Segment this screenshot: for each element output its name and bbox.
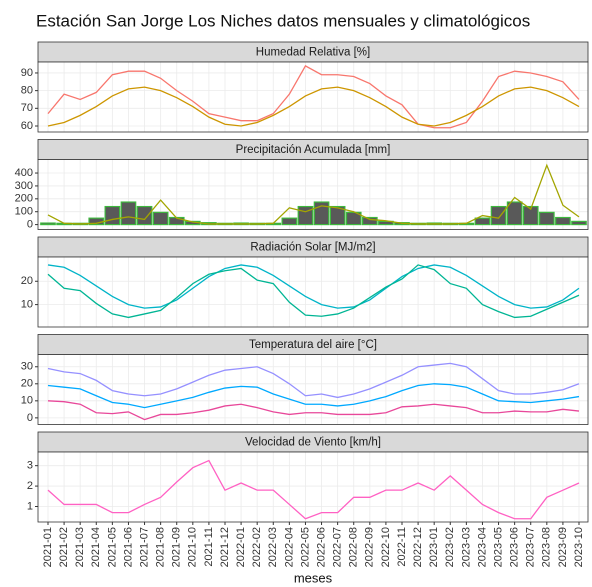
x-tick-label: 2023-01	[428, 527, 440, 567]
panel-border	[37, 159, 589, 230]
bar	[329, 205, 346, 226]
x-tick-label: 2021-08	[155, 527, 167, 567]
x-axis-title: meses	[294, 570, 333, 585]
bar	[120, 201, 137, 226]
panel-border	[37, 451, 589, 523]
y-tick-label: 20	[21, 378, 33, 390]
y-tick-label: 60	[21, 120, 33, 132]
y-tick-label: 3	[27, 460, 33, 472]
x-tick-label: 2023-07	[525, 527, 537, 567]
bar	[136, 205, 153, 226]
x-tick-label: 2022-12	[412, 527, 424, 567]
x-tick-label: 2022-05	[299, 527, 311, 567]
facet-title: Temperatura del aire [°C]	[249, 339, 377, 351]
line	[47, 383, 580, 409]
x-tick-label: 2023-09	[557, 527, 569, 567]
x-tick-label: 2023-04	[476, 527, 488, 567]
y-tick-label: 0	[27, 412, 33, 424]
x-tick-label: 2021-07	[138, 527, 150, 567]
plot-area	[47, 264, 580, 319]
x-tick-label: 2023-08	[541, 527, 553, 567]
y-tick-label: 10	[21, 299, 33, 311]
y-tick-label: 30	[21, 361, 33, 373]
x-tick-label: 2022-10	[380, 527, 392, 567]
line	[47, 400, 580, 421]
bar	[555, 216, 571, 226]
chart-title: Estación San Jorge Los Niches datos mens…	[36, 11, 530, 30]
x-tick-label: 2022-02	[251, 527, 263, 567]
bar	[152, 211, 169, 226]
y-tick-label: 20	[21, 275, 33, 287]
plot-area	[47, 459, 580, 520]
x-tick-label: 2021-02	[58, 527, 70, 567]
y-tick-label: 90	[21, 67, 33, 79]
plot-area	[47, 362, 580, 421]
bar	[361, 216, 378, 226]
plot-area	[40, 163, 587, 226]
y-tick-label: 400	[15, 167, 33, 179]
x-tick-label: 2021-04	[90, 527, 102, 567]
panel-border	[37, 354, 589, 425]
x-tick-label: 2022-06	[315, 527, 327, 567]
line	[47, 362, 580, 399]
line	[47, 65, 580, 129]
y-tick-label: 200	[15, 193, 33, 205]
x-tick-label: 2021-05	[106, 527, 118, 567]
line	[47, 86, 580, 127]
x-tick-label: 2023-10	[573, 527, 585, 567]
bar	[506, 201, 523, 226]
x-tick-label: 2023-02	[444, 527, 456, 567]
y-tick-label: 1	[27, 500, 33, 512]
x-tick-label: 2022-11	[396, 527, 408, 567]
x-tick-label: 2021-09	[171, 527, 183, 567]
line	[47, 459, 580, 520]
bar	[490, 205, 507, 226]
plot-background	[38, 257, 588, 327]
plot-area	[47, 65, 580, 129]
x-tick-label: 2021-12	[219, 527, 231, 567]
x-tick-label: 2022-09	[364, 527, 376, 567]
y-tick-label: 300	[15, 180, 33, 192]
y-tick-label: 100	[15, 206, 33, 218]
panel-border	[37, 256, 589, 328]
x-tick-label: 2021-10	[187, 527, 199, 567]
x-tick-label: 2021-11	[203, 527, 215, 567]
bar	[281, 217, 298, 226]
x-tick-label: 2021-03	[74, 527, 86, 567]
y-tick-label: 70	[21, 102, 33, 114]
bar	[474, 217, 491, 226]
bar	[571, 220, 587, 226]
bar	[40, 222, 56, 226]
y-tick-label: 2	[27, 480, 33, 492]
x-tick-label: 2022-01	[235, 527, 247, 567]
x-tick-label: 2022-04	[283, 527, 295, 567]
x-tick-label: 2022-08	[348, 527, 360, 567]
panel-border	[37, 61, 589, 133]
plot-background	[38, 452, 588, 522]
facet-title: Precipitación Acumulada [mm]	[236, 144, 391, 156]
line	[47, 163, 580, 225]
facet-title: Radiación Solar [MJ/m2]	[250, 242, 375, 254]
bar	[104, 205, 121, 226]
line	[47, 264, 580, 319]
line	[47, 264, 580, 309]
plot-background	[38, 354, 588, 425]
facet-title: Humedad Relativa [%]	[256, 47, 370, 59]
x-tick-label: 2022-03	[267, 527, 279, 567]
x-tick-label: 2021-06	[122, 527, 134, 567]
x-tick-label: 2023-03	[460, 527, 472, 567]
x-tick-label: 2022-07	[332, 527, 344, 567]
y-tick-label: 80	[21, 85, 33, 97]
facet-title: Velocidad de Viento [km/h]	[245, 437, 381, 449]
bar	[522, 205, 539, 226]
y-tick-label: 0	[27, 219, 33, 231]
y-tick-label: 10	[21, 395, 33, 407]
x-tick-label: 2021-01	[42, 527, 54, 567]
x-tick-label: 2023-05	[492, 527, 504, 567]
x-tick-label: 2023-06	[509, 527, 521, 567]
bar	[538, 211, 555, 226]
